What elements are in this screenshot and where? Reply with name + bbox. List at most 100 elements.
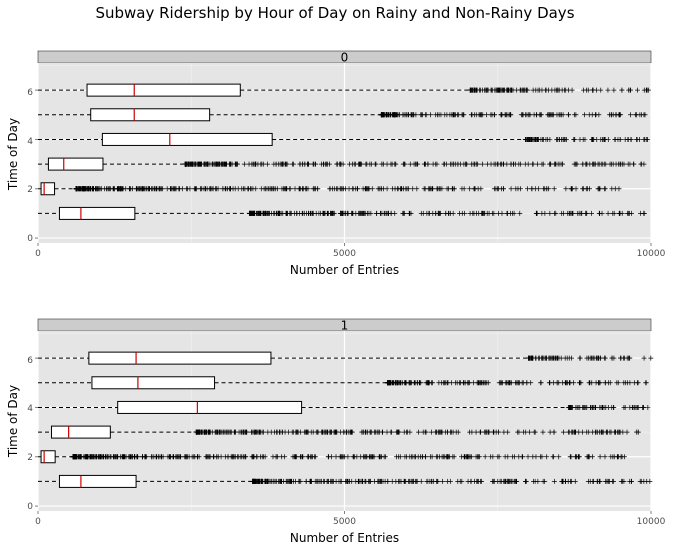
outlier-point bbox=[451, 186, 457, 192]
outlier-point bbox=[328, 210, 334, 216]
outlier-point bbox=[571, 136, 577, 142]
outlier-point bbox=[590, 161, 596, 167]
outlier-point bbox=[551, 429, 557, 435]
outlier-point bbox=[629, 478, 635, 484]
outlier-point bbox=[621, 380, 627, 386]
outlier-point bbox=[450, 210, 456, 216]
outlier-point bbox=[637, 478, 643, 484]
outlier-point bbox=[341, 429, 347, 435]
outlier-point bbox=[418, 478, 424, 484]
outlier-point bbox=[648, 355, 654, 361]
outlier-point bbox=[418, 112, 424, 118]
outlier-point bbox=[495, 429, 501, 435]
outlier-point bbox=[468, 478, 474, 484]
outlier-point bbox=[202, 429, 208, 435]
x-tick-label: 10000 bbox=[637, 249, 666, 259]
outlier-point bbox=[227, 161, 233, 167]
outlier-point bbox=[477, 87, 483, 93]
outlier-point bbox=[350, 186, 356, 192]
outlier-point bbox=[402, 380, 408, 386]
outlier-point bbox=[601, 186, 607, 192]
outlier-point bbox=[367, 429, 373, 435]
outlier-point bbox=[463, 161, 469, 167]
y-tick-label: 4 bbox=[27, 404, 33, 414]
outlier-point bbox=[535, 161, 541, 167]
outlier-point bbox=[279, 161, 285, 167]
outlier-point bbox=[372, 161, 378, 167]
outlier-point bbox=[315, 186, 321, 192]
outlier-point bbox=[451, 454, 457, 460]
y-tick-label: 0 bbox=[27, 502, 33, 512]
outlier-point bbox=[408, 112, 414, 118]
outlier-point bbox=[331, 429, 337, 435]
outlier-point bbox=[617, 136, 623, 142]
outlier-point bbox=[531, 136, 537, 142]
outlier-point bbox=[559, 210, 565, 216]
outlier-point bbox=[355, 186, 361, 192]
outlier-point bbox=[85, 454, 91, 460]
outlier-point bbox=[602, 355, 608, 361]
outlier-point bbox=[359, 210, 365, 216]
outlier-point bbox=[378, 210, 384, 216]
outlier-point bbox=[471, 210, 477, 216]
outlier-point bbox=[520, 380, 526, 386]
outlier-point bbox=[528, 355, 534, 361]
outlier-point bbox=[481, 210, 487, 216]
outlier-point bbox=[483, 429, 489, 435]
outlier-point bbox=[555, 87, 561, 93]
outlier-point bbox=[292, 454, 298, 460]
outlier-point bbox=[414, 186, 420, 192]
outlier-point bbox=[441, 380, 447, 386]
outlier-point bbox=[343, 186, 349, 192]
outlier-point bbox=[132, 454, 138, 460]
outlier-point bbox=[619, 210, 625, 216]
outlier-point bbox=[635, 429, 641, 435]
outlier-point bbox=[609, 161, 615, 167]
outlier-point bbox=[234, 161, 240, 167]
outlier-point bbox=[270, 454, 276, 460]
outlier-point bbox=[176, 186, 182, 192]
outlier-point bbox=[435, 210, 441, 216]
outlier-point bbox=[595, 380, 601, 386]
outlier-point bbox=[515, 380, 521, 386]
outlier-point bbox=[607, 380, 613, 386]
outlier-point bbox=[607, 112, 613, 118]
outlier-point bbox=[119, 454, 125, 460]
box-iqr bbox=[91, 376, 216, 390]
outlier-point bbox=[592, 112, 598, 118]
outlier-point bbox=[192, 186, 198, 192]
x-tick-label: 5000 bbox=[333, 249, 356, 259]
outlier-point bbox=[198, 161, 204, 167]
outlier-point bbox=[312, 161, 318, 167]
outlier-point bbox=[587, 186, 593, 192]
outlier-point bbox=[402, 454, 408, 460]
outlier-point bbox=[507, 112, 513, 118]
outlier-point bbox=[404, 429, 410, 435]
outlier-point bbox=[593, 404, 599, 410]
outlier-point bbox=[399, 186, 405, 192]
outlier-point bbox=[629, 404, 635, 410]
outlier-point bbox=[449, 429, 455, 435]
outlier-point bbox=[337, 186, 343, 192]
outlier-point bbox=[647, 478, 653, 484]
outlier-point bbox=[390, 186, 396, 192]
outlier-point bbox=[349, 429, 355, 435]
outlier-point bbox=[508, 87, 514, 93]
outlier-point bbox=[368, 454, 374, 460]
outlier-point bbox=[467, 186, 473, 192]
outlier-point bbox=[142, 454, 148, 460]
outlier-point bbox=[568, 478, 574, 484]
outlier-point bbox=[340, 161, 346, 167]
outlier-point bbox=[241, 186, 247, 192]
outlier-point bbox=[566, 404, 572, 410]
x-tick-label: 0 bbox=[35, 517, 41, 527]
outlier-point bbox=[292, 186, 298, 192]
outlier-point bbox=[228, 429, 234, 435]
outlier-point bbox=[635, 380, 641, 386]
box-iqr bbox=[40, 450, 56, 464]
outlier-point bbox=[602, 380, 608, 386]
outlier-point bbox=[627, 380, 633, 386]
outlier-point bbox=[384, 380, 390, 386]
outlier-point bbox=[586, 112, 592, 118]
outlier-point bbox=[420, 210, 426, 216]
